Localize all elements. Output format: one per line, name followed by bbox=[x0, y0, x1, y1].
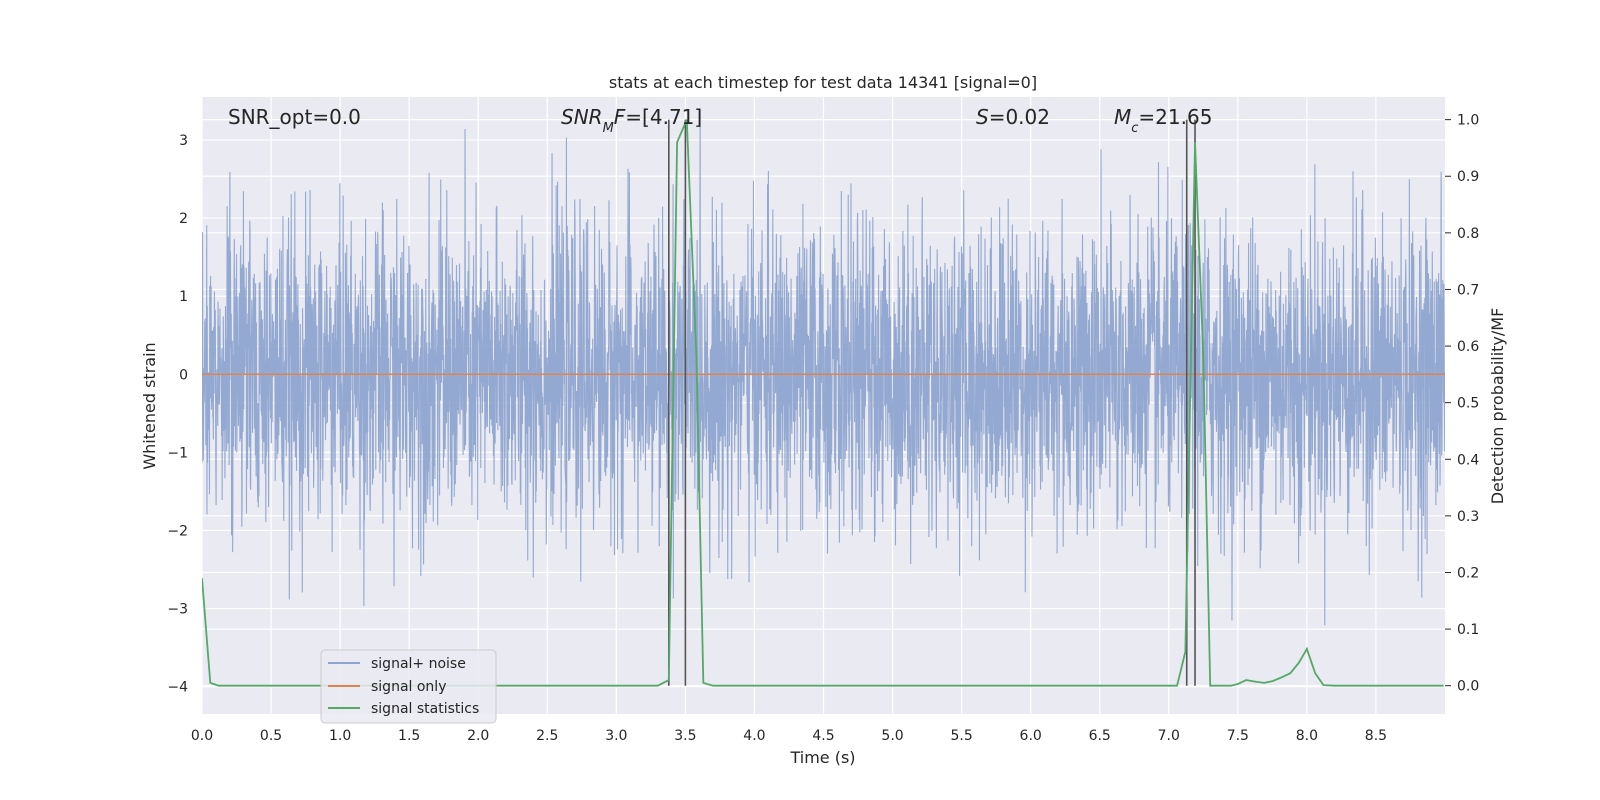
y-tick-label-right: 0.2 bbox=[1457, 565, 1479, 581]
annotation-s-stat-part: S bbox=[976, 105, 989, 129]
chart-title: stats at each timestep for test data 143… bbox=[609, 73, 1037, 92]
y-tick-label-right: 0.7 bbox=[1457, 282, 1479, 298]
legend-label-noise: signal+ noise bbox=[371, 656, 466, 672]
x-tick-label: 4.0 bbox=[743, 728, 765, 744]
x-tick-label: 7.5 bbox=[1227, 728, 1249, 744]
annotation-snr-mf-part: F bbox=[614, 105, 626, 129]
annotation-s-stat: S=0.02 bbox=[976, 105, 1050, 129]
y-tick-label: 3 bbox=[179, 133, 188, 149]
y-tick-label-right: 1.0 bbox=[1457, 113, 1479, 129]
legend-box bbox=[320, 649, 497, 724]
x-tick-label: 3.0 bbox=[605, 728, 627, 744]
y-axis-label-left: Whitened strain bbox=[140, 342, 159, 469]
y-tick-label-right: 0.1 bbox=[1457, 622, 1479, 638]
legend-label-signal: signal only bbox=[371, 679, 446, 695]
x-tick-label: 4.5 bbox=[812, 728, 834, 744]
y-tick-label-right: 0.0 bbox=[1457, 679, 1479, 695]
x-axis-label: Time (s) bbox=[789, 748, 855, 767]
y-tick-label-right: 0.4 bbox=[1457, 452, 1479, 468]
annotation-snr-mf-part: SNR bbox=[561, 105, 603, 129]
annotation-snr-mf: SNRMF=[4.71] bbox=[561, 105, 702, 136]
annotation-snr-mf-part: =[4.71] bbox=[625, 105, 702, 129]
x-tick-label: 0.0 bbox=[191, 728, 213, 744]
x-tick-label: 3.5 bbox=[674, 728, 696, 744]
y-tick-label-right: 0.8 bbox=[1457, 226, 1479, 242]
annotation-chirp-mass: Mc=21.65 bbox=[1114, 105, 1212, 136]
x-tick-label: 8.0 bbox=[1296, 728, 1318, 744]
x-tick-label: 7.0 bbox=[1158, 728, 1180, 744]
y-tick-label-right: 0.6 bbox=[1457, 339, 1479, 355]
annotation-snr-mf-part: M bbox=[603, 121, 614, 136]
x-tick-label: 0.5 bbox=[260, 728, 282, 744]
x-tick-label: 6.0 bbox=[1020, 728, 1042, 744]
y-tick-label: −3 bbox=[167, 602, 188, 618]
y-tick-label: 0 bbox=[179, 367, 188, 383]
y-tick-label-right: 0.5 bbox=[1457, 396, 1479, 412]
x-tick-label: 5.5 bbox=[950, 728, 972, 744]
x-tick-labels: 0.0 0.5 1.0 1.5 2.0 2.5 3.0 3.5 4.0 4.5 5.0 5.5 6.0 6… bbox=[191, 728, 1387, 744]
y-tick-label-right: 0.3 bbox=[1457, 509, 1479, 525]
y-tick-label: −4 bbox=[167, 680, 188, 696]
annotation-snr-opt: SNR_opt=0.0 bbox=[228, 105, 361, 129]
y-tick-labels-left: −4 −3 −2 −1 0 1 2 3 bbox=[167, 133, 188, 696]
y-axis-label-right: Detection probability/MF bbox=[1488, 308, 1507, 505]
x-tick-label: 5.0 bbox=[881, 728, 903, 744]
x-tick-label: 1.5 bbox=[398, 728, 420, 744]
x-tick-label: 6.5 bbox=[1089, 728, 1111, 744]
annotation-chirp-mass-part: M bbox=[1114, 105, 1131, 129]
annotation-chirp-mass-part: =21.65 bbox=[1138, 105, 1212, 129]
x-tick-label: 1.0 bbox=[329, 728, 351, 744]
y-tick-label: 1 bbox=[179, 289, 188, 305]
x-tick-label: 2.5 bbox=[536, 728, 558, 744]
x-tick-label: 8.5 bbox=[1365, 728, 1387, 744]
y-tick-label: −2 bbox=[167, 523, 188, 539]
vertical-lines bbox=[668, 119, 1196, 686]
y-tick-label: −1 bbox=[167, 445, 188, 461]
legend-label-stats: signal statistics bbox=[371, 701, 479, 717]
y-tick-label-right: 0.9 bbox=[1457, 169, 1479, 185]
x-tick-label: 2.0 bbox=[467, 728, 489, 744]
annotation-chirp-mass-part: c bbox=[1131, 121, 1138, 136]
y-tick-labels-right: 0.0 0.1 0.2 0.3 0.4 0.5 0.6 0.7 0.8 0.9 1.0 bbox=[1457, 113, 1479, 695]
y-tick-label: 2 bbox=[179, 211, 188, 227]
legend: signal+ noise signal only signal statist… bbox=[320, 649, 497, 724]
annotation-s-stat-part: =0.02 bbox=[989, 105, 1050, 129]
